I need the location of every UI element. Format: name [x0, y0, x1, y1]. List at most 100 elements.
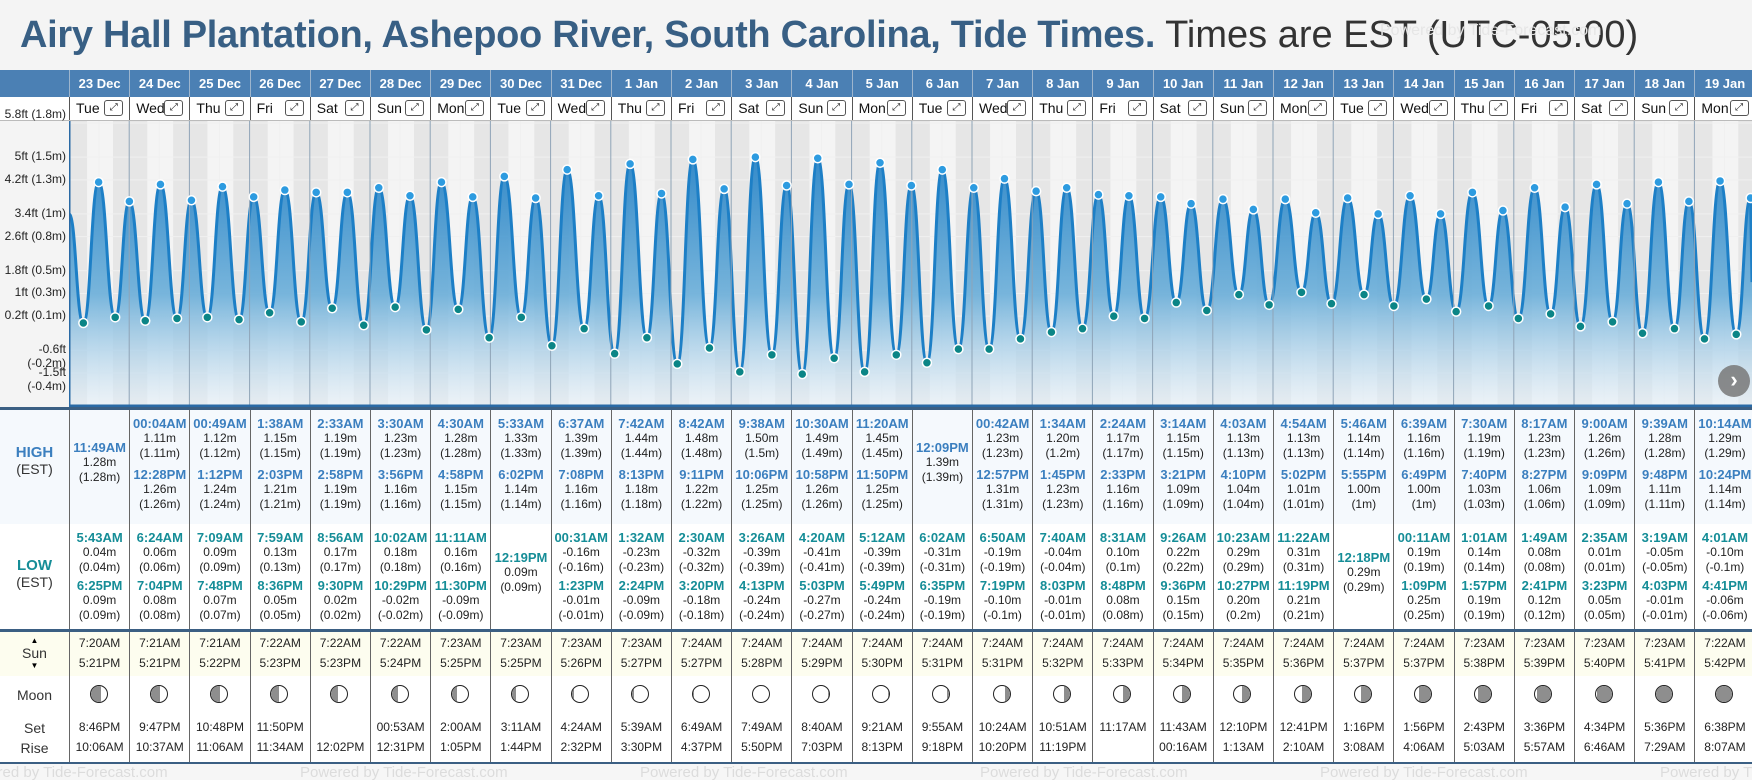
- high-tide-point: [843, 179, 855, 190]
- tide-height-alt: (1.2m): [1045, 446, 1081, 460]
- low-tide-entry: 5:12AM -0.39m (-0.39m): [853, 530, 912, 575]
- sunrise-time: 7:23AM: [1644, 636, 1686, 650]
- moonrise-time: 00:16AM: [1159, 740, 1208, 754]
- date-header: 14 Jan: [1393, 70, 1453, 97]
- low-label: LOW (EST): [0, 557, 69, 590]
- low-tide-entry: 1:32AM -0.23m (-0.23m): [612, 530, 671, 575]
- expand-day-button[interactable]: ⤢: [1548, 100, 1568, 116]
- tide-time: 5:02PM: [1280, 467, 1327, 482]
- high-tide-cell: 9:38AM 1.50m (1.5m) 10:06PM 1.25m (1.25m): [731, 410, 791, 524]
- expand-day-button[interactable]: ⤢: [405, 100, 425, 116]
- expand-day-button[interactable]: ⤢: [766, 100, 786, 116]
- low-tide-entry: 11:11AM 0.16m (0.16m): [431, 530, 490, 575]
- high-tide-entry: 12:28PM 1.26m (1.26m): [130, 467, 189, 512]
- tide-height: 0.16m: [444, 545, 478, 559]
- moon-times-cell: 11:17AM: [1092, 718, 1152, 762]
- weekday-label: Thu: [196, 100, 221, 116]
- moon-cell: [430, 676, 490, 718]
- low-tide-cell: 2:35AM 0.01m (0.01m) 3:23PM 0.05m (0.05m): [1574, 524, 1634, 629]
- expand-day-button[interactable]: ⤢: [1067, 100, 1087, 116]
- expand-day-button[interactable]: ⤢: [706, 100, 726, 116]
- moon-cell: [1393, 676, 1453, 718]
- moon-phase-icon: [330, 685, 349, 703]
- tide-height: -0.31m: [923, 545, 962, 559]
- expand-day-button[interactable]: ⤢: [1729, 100, 1749, 116]
- expand-day-button[interactable]: ⤢: [465, 100, 485, 116]
- expand-day-button[interactable]: ⤢: [946, 100, 966, 116]
- tide-height-alt: (1.25m): [741, 497, 783, 511]
- tide-height-alt: (-0.18m): [678, 608, 725, 622]
- moonrise-time: 5:57AM: [1523, 740, 1566, 754]
- sunset-time: 5:33PM: [1102, 656, 1144, 670]
- high-tide-point: [342, 187, 353, 198]
- date-header: 23 Dec: [69, 70, 129, 97]
- moonrise-time: 10:37AM: [135, 740, 184, 754]
- expand-day-button[interactable]: ⤢: [826, 100, 846, 116]
- high-tide-point: [310, 187, 322, 198]
- low-tide-point: [546, 340, 558, 351]
- low-tide-cell: 6:24AM 0.06m (0.06m) 7:04PM 0.08m (0.08m): [129, 524, 189, 629]
- expand-day-button[interactable]: ⤢: [1007, 100, 1027, 116]
- low-tide-point: [1171, 297, 1182, 308]
- weekday-cell: Wed ⤢: [972, 97, 1032, 120]
- sun-cell: 7:24AM 5:30PM: [851, 632, 912, 676]
- expand-day-button[interactable]: ⤢: [1368, 100, 1388, 116]
- expand-day-button[interactable]: ⤢: [284, 100, 304, 116]
- tide-time: 7:08PM: [558, 467, 604, 482]
- date-header: 8 Jan: [1032, 70, 1092, 97]
- expand-day-button[interactable]: ⤢: [1609, 100, 1629, 116]
- low-tide-cell: 2:30AM -0.32m (-0.32m) 3:20PM -0.18m (-0.18m): [671, 524, 731, 629]
- low-tide-entry: 2:35AM 0.01m (0.01m): [1575, 530, 1634, 575]
- tide-height: 1.23m: [1046, 482, 1080, 496]
- watermark: Powered by Tide-Forecast.com: [1660, 764, 1752, 780]
- tide-time: 12:19PM: [494, 550, 548, 565]
- tide-height-alt: (1.28m): [440, 446, 482, 460]
- expand-day-button[interactable]: ⤢: [585, 100, 605, 116]
- weekday-label: Mon: [437, 100, 465, 116]
- expand-day-button[interactable]: ⤢: [1428, 100, 1448, 116]
- moonset-label: Set: [23, 720, 45, 736]
- next-arrow-button[interactable]: ›: [1718, 365, 1750, 397]
- moonset-time: 12:41PM: [1279, 720, 1328, 734]
- high-tide-point: [1217, 193, 1229, 205]
- expand-day-button[interactable]: ⤢: [1187, 100, 1207, 116]
- moonset-time: 10:48PM: [195, 720, 244, 734]
- date-header: 17 Jan: [1574, 70, 1634, 97]
- tide-height: 1.39m: [925, 455, 960, 469]
- tide-height: 1.20m: [1046, 431, 1080, 445]
- high-tide-entry: 7:08PM 1.16m (1.16m): [552, 467, 611, 512]
- tide-height-alt: (1.04m): [1222, 497, 1265, 511]
- moon-shade: [391, 686, 398, 702]
- expand-day-button[interactable]: ⤢: [1488, 100, 1508, 116]
- high-tide-entry: 9:38AM 1.50m (1.5m): [732, 416, 791, 461]
- expand-day-button[interactable]: ⤢: [104, 100, 124, 116]
- expand-day-button[interactable]: ⤢: [1669, 100, 1689, 116]
- moon-phase-icon: [209, 685, 228, 703]
- moon-phase-icon: [510, 685, 529, 703]
- tide-time: 1:09PM: [1401, 578, 1447, 593]
- expand-day-button[interactable]: ⤢: [525, 100, 545, 116]
- expand-day-button[interactable]: ⤢: [645, 100, 665, 116]
- moon-phase-icon: [1714, 685, 1733, 703]
- expand-day-button[interactable]: ⤢: [164, 100, 184, 116]
- expand-day-button[interactable]: ⤢: [344, 100, 364, 116]
- y-axis-tick-label: -1.5ft (-0.4m): [27, 365, 66, 393]
- expand-day-button[interactable]: ⤢: [1308, 100, 1328, 116]
- expand-day-button[interactable]: ⤢: [224, 100, 244, 116]
- sunset-arrow-icon: ▼: [30, 661, 39, 670]
- low-tide-cell: 1:32AM -0.23m (-0.23m) 2:24PM -0.09m (-0.09m): [610, 524, 671, 629]
- high-tide-point: [1372, 208, 1384, 220]
- tide-height: 0.08m: [143, 593, 177, 607]
- low-tide-entry: 12:19PM 0.09m (0.09m): [491, 550, 550, 595]
- moon-shade: [887, 686, 890, 702]
- low-tide-point: [483, 332, 495, 344]
- expand-day-button[interactable]: ⤢: [886, 100, 906, 116]
- expand-day-button[interactable]: ⤢: [1247, 100, 1267, 116]
- high-tide-cell: 10:30AM 1.49m (1.49m) 10:58PM 1.26m (1.26m): [791, 410, 851, 524]
- tide-time: 7:40AM: [1039, 530, 1086, 545]
- tide-height: -0.32m: [682, 545, 721, 559]
- sunset-time: 5:27PM: [680, 656, 723, 670]
- expand-day-button[interactable]: ⤢: [1127, 100, 1147, 116]
- sunset-time: 5:25PM: [500, 656, 542, 670]
- weekday-cell: Sun ⤢: [370, 97, 430, 120]
